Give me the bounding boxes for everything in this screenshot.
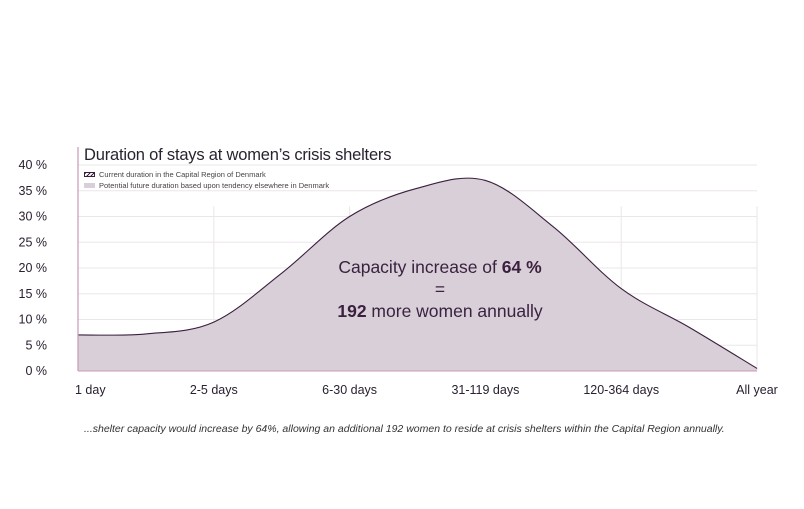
chart-title: Duration of stays at women’s crisis shel… bbox=[84, 146, 392, 164]
x-tick-label: 1 day bbox=[75, 383, 106, 397]
legend-label-future: Potential future duration based upon ten… bbox=[99, 181, 330, 190]
y-tick-label: 10 % bbox=[19, 313, 48, 327]
annotation-line-1: Capacity increase of 64 % bbox=[300, 256, 580, 278]
x-tick-label: 6-30 days bbox=[322, 383, 377, 397]
annotation-percent: 64 % bbox=[501, 257, 542, 277]
x-tick-label: 31-119 days bbox=[451, 383, 519, 397]
legend-swatch-current bbox=[84, 172, 95, 177]
y-tick-label: 5 % bbox=[25, 338, 47, 352]
annotation-prefix: Capacity increase of bbox=[338, 257, 502, 277]
legend-item-current: Current duration in the Capital Region o… bbox=[84, 169, 329, 180]
legend: Current duration in the Capital Region o… bbox=[84, 169, 329, 191]
x-tick-label: 2-5 days bbox=[190, 383, 238, 397]
y-tick-label: 30 % bbox=[19, 210, 48, 224]
capacity-annotation: Capacity increase of 64 % = 192 more wom… bbox=[300, 256, 580, 322]
area-line bbox=[77, 177, 758, 369]
x-tick-label: 120-364 days bbox=[583, 383, 659, 397]
legend-label-current: Current duration in the Capital Region o… bbox=[99, 170, 266, 179]
y-tick-label: 15 % bbox=[19, 287, 48, 301]
annotation-line-3: 192 more women annually bbox=[300, 300, 580, 322]
x-tick-label: All year bbox=[736, 383, 778, 397]
y-tick-label: 0 % bbox=[25, 364, 47, 378]
legend-item-future: Potential future duration based upon ten… bbox=[84, 180, 329, 191]
y-tick-label: 20 % bbox=[19, 261, 48, 275]
annotation-suffix: more women annually bbox=[366, 301, 543, 321]
annotation-count: 192 bbox=[337, 301, 367, 321]
legend-swatch-future bbox=[84, 183, 95, 188]
y-tick-label: 25 % bbox=[19, 235, 48, 249]
y-tick-label: 40 % bbox=[19, 158, 48, 172]
y-tick-label: 35 % bbox=[19, 184, 48, 198]
annotation-line-2: = bbox=[434, 279, 446, 299]
area-fill bbox=[78, 178, 757, 371]
caption: ...shelter capacity would increase by 64… bbox=[84, 423, 725, 435]
